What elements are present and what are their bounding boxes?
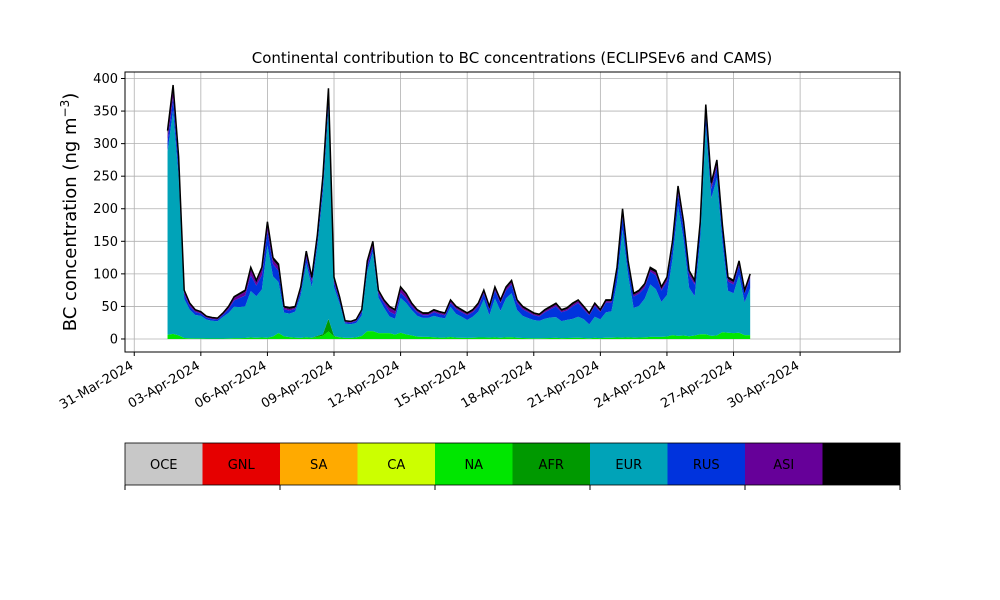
y-axis-label-close: ) bbox=[60, 93, 81, 100]
legend-swatch-afr bbox=[512, 443, 590, 485]
stacked-areas bbox=[167, 85, 751, 339]
x-tick-label: 09-Apr-2024 bbox=[259, 358, 336, 411]
y-axis-label-sup: −3 bbox=[58, 100, 72, 118]
legend-label-aus: AUS bbox=[848, 458, 875, 473]
x-tick-label: 15-Apr-2024 bbox=[392, 358, 469, 411]
x-axis-ticks: 31-Mar-202403-Apr-202406-Apr-202409-Apr-… bbox=[57, 352, 802, 413]
area-eur bbox=[167, 108, 751, 339]
area-na bbox=[167, 331, 751, 339]
legend-label-ca: CA bbox=[387, 458, 405, 473]
legend-colorbar: OCE GNL SA CA NA AFR EUR RUS ASI AUS bbox=[124, 442, 901, 490]
legend-swatch-eur bbox=[590, 443, 668, 485]
legend-label-oce: OCE bbox=[150, 458, 178, 473]
y-tick-label: 0 bbox=[110, 332, 118, 347]
legend-swatch-sa bbox=[280, 443, 358, 485]
legend-swatch-rus bbox=[667, 443, 745, 485]
legend-label-afr: AFR bbox=[539, 458, 564, 473]
x-tick-label: 12-Apr-2024 bbox=[325, 358, 402, 411]
y-tick-label: 350 bbox=[93, 105, 118, 120]
x-tick-label: 27-Apr-2024 bbox=[658, 358, 735, 411]
legend-label-eur: EUR bbox=[615, 458, 642, 473]
legend-frame bbox=[124, 442, 901, 486]
total-line bbox=[166, 84, 751, 323]
legend-label-na: NA bbox=[464, 458, 483, 473]
area-rus bbox=[167, 97, 751, 325]
legend-swatch-ca bbox=[357, 443, 435, 485]
legend-swatch-oce bbox=[125, 443, 203, 485]
x-tick-label: 21-Apr-2024 bbox=[525, 358, 602, 411]
legend-swatch-na bbox=[435, 443, 513, 485]
legend-swatch-asi bbox=[745, 443, 823, 485]
legend-swatch-aus bbox=[822, 443, 900, 485]
legend-label-rus: RUS bbox=[693, 458, 720, 473]
y-tick-label: 300 bbox=[93, 137, 118, 152]
x-tick-label: 06-Apr-2024 bbox=[192, 358, 269, 411]
legend-swatch-gnl bbox=[202, 443, 280, 485]
y-tick-label: 150 bbox=[93, 235, 118, 250]
x-tick-label: 18-Apr-2024 bbox=[459, 358, 536, 411]
chart-title: Continental contribution to BC concentra… bbox=[252, 49, 773, 67]
x-tick-label: 30-Apr-2024 bbox=[725, 358, 802, 411]
x-tick-label: 24-Apr-2024 bbox=[592, 358, 669, 411]
y-tick-label: 100 bbox=[93, 267, 118, 282]
y-axis-ticks: 0 50 100 150 200 250 300 350 400 bbox=[93, 72, 125, 347]
legend-label-sa: SA bbox=[310, 458, 327, 473]
legend-label-gnl: GNL bbox=[228, 458, 256, 473]
y-axis-label-main: BC concentration (ng m bbox=[60, 117, 81, 331]
x-tick-label: 31-Mar-2024 bbox=[57, 358, 136, 412]
plot-frame bbox=[124, 71, 901, 353]
y-tick-label: 250 bbox=[93, 170, 118, 185]
y-tick-label: 200 bbox=[93, 202, 118, 217]
y-axis-label: BC concentration (ng m−3) bbox=[58, 93, 81, 332]
y-tick-label: 50 bbox=[101, 300, 118, 315]
x-tick-label: 03-Apr-2024 bbox=[126, 358, 203, 411]
legend-label-asi: ASI bbox=[773, 458, 794, 473]
y-tick-label: 400 bbox=[93, 72, 118, 87]
